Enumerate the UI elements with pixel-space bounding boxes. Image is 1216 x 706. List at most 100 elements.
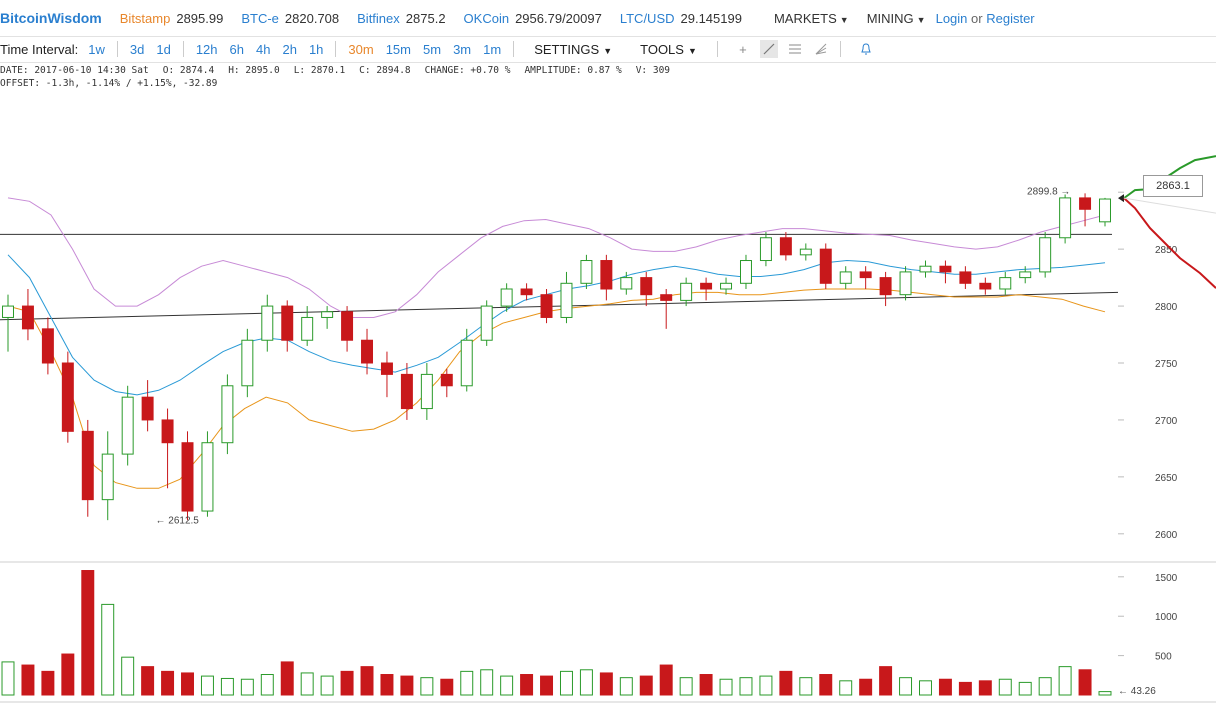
candle-body bbox=[739, 260, 752, 284]
volume-bar bbox=[938, 678, 952, 696]
interval-4h[interactable]: 4h bbox=[256, 41, 271, 57]
candle-body bbox=[61, 362, 74, 432]
info-amplitude: AMPLITUDE: 0.87 % bbox=[524, 65, 622, 76]
candle-body bbox=[221, 385, 234, 444]
market-price: 2820.708 bbox=[284, 10, 340, 26]
volume-bar bbox=[61, 653, 75, 696]
volume-bar bbox=[699, 674, 713, 696]
or-text: or bbox=[971, 10, 983, 26]
volume-bar bbox=[739, 677, 753, 696]
interval-3m[interactable]: 3m bbox=[453, 41, 472, 57]
interval-5m[interactable]: 5m bbox=[423, 41, 442, 57]
interval-2h[interactable]: 2h bbox=[282, 41, 297, 57]
interval-1m[interactable]: 1m bbox=[483, 41, 502, 57]
info-low: L: 2870.1 bbox=[293, 65, 346, 76]
info-volume: V: 309 bbox=[635, 65, 671, 76]
top-navigation-bar: BitcoinWisdom Bitstamp 2895.99 BTC-e 2820.… bbox=[0, 0, 1216, 37]
interval-30m[interactable]: 30m bbox=[348, 41, 374, 57]
site-logo[interactable]: BitcoinWisdom bbox=[0, 10, 102, 26]
market-name: Bitfinex bbox=[357, 10, 400, 26]
candle-body bbox=[141, 396, 154, 421]
candle-body bbox=[600, 260, 613, 290]
candle-body bbox=[241, 339, 254, 387]
tools-dropdown[interactable]: TOOLS ▼ bbox=[640, 42, 697, 57]
candle-info-panel: DATE: 2017-06-10 14:30 Sat O: 2874.4 H: 28… bbox=[0, 64, 684, 90]
markets-menu[interactable]: MARKETS ▼ bbox=[774, 11, 849, 26]
toolbar-separator bbox=[839, 41, 841, 57]
candle-body bbox=[361, 339, 374, 364]
interval-1h[interactable]: 1h bbox=[308, 41, 324, 57]
price-axis-label: 2850 bbox=[1155, 245, 1178, 256]
candle-body bbox=[500, 288, 513, 307]
candle-body bbox=[1019, 271, 1032, 279]
candle-body bbox=[959, 271, 972, 284]
interval-3d[interactable]: 3d bbox=[129, 41, 145, 57]
volume-bar bbox=[859, 678, 873, 696]
mining-menu-label: MINING bbox=[866, 10, 914, 26]
login-link[interactable]: Login bbox=[935, 10, 968, 26]
interval-12h[interactable]: 12h bbox=[195, 41, 218, 57]
volume-bar bbox=[520, 674, 534, 696]
volume-bar bbox=[320, 675, 334, 696]
candle-body bbox=[700, 282, 713, 290]
market-okcoin[interactable]: OKCoin 2956.79/20097 bbox=[464, 11, 602, 26]
volume-bar bbox=[161, 670, 175, 696]
candle-body bbox=[380, 362, 393, 375]
volume-bar bbox=[1098, 691, 1112, 696]
market-price: 2956.79/20097 bbox=[515, 10, 602, 26]
market-bitfinex[interactable]: Bitfinex 2875.2 bbox=[357, 11, 445, 26]
candle-body bbox=[1059, 197, 1072, 239]
volume-bar bbox=[958, 681, 972, 696]
toolbar-separator bbox=[116, 41, 118, 57]
interval-15m[interactable]: 15m bbox=[385, 41, 411, 57]
candle-body bbox=[580, 260, 593, 284]
candle-body bbox=[1079, 197, 1092, 210]
caret-down-icon: ▼ bbox=[603, 45, 613, 56]
toolbar-separator bbox=[182, 41, 184, 57]
volume-bar bbox=[480, 669, 494, 696]
volume-bar bbox=[819, 674, 833, 696]
candle-body bbox=[520, 288, 533, 296]
market-btce[interactable]: BTC-e 2820.708 bbox=[241, 11, 339, 26]
line-tool-icon[interactable] bbox=[759, 40, 778, 58]
fan-tool-icon[interactable] bbox=[812, 40, 830, 58]
market-name: BTC-e bbox=[241, 10, 279, 26]
candle-body bbox=[759, 237, 772, 262]
candle-body bbox=[181, 442, 194, 512]
market-name: OKCoin bbox=[463, 10, 510, 26]
bell-icon[interactable] bbox=[857, 40, 875, 58]
volume-bar bbox=[540, 675, 554, 696]
candle-body bbox=[879, 277, 892, 296]
candle-body bbox=[540, 294, 553, 318]
candle-body bbox=[1099, 198, 1111, 223]
volume-bar bbox=[919, 680, 932, 696]
sloped-trend-line bbox=[0, 291, 1119, 321]
candle-body bbox=[21, 305, 34, 330]
candle-body bbox=[321, 311, 334, 318]
candle-body bbox=[420, 373, 433, 410]
info-change: CHANGE: +0.70 % bbox=[424, 65, 511, 76]
candle-body bbox=[460, 339, 473, 387]
volume-bar bbox=[1058, 666, 1072, 696]
interval-1d[interactable]: 1d bbox=[156, 41, 171, 57]
crosshair-tool-icon[interactable]: + bbox=[739, 41, 747, 57]
volume-bar bbox=[81, 570, 95, 696]
market-price: 2895.99 bbox=[176, 10, 224, 26]
mining-menu[interactable]: MINING ▼ bbox=[867, 11, 926, 26]
lower-band-line bbox=[7, 288, 1106, 489]
high-price-marker: 2899.8 → bbox=[1027, 186, 1070, 197]
interval-1w[interactable]: 1w bbox=[88, 41, 105, 57]
horizontal-lines-tool-icon[interactable] bbox=[786, 40, 804, 58]
market-bitstamp[interactable]: Bitstamp 2895.99 bbox=[120, 11, 224, 26]
volume-bar bbox=[978, 680, 992, 696]
settings-dropdown[interactable]: SETTINGS ▼ bbox=[534, 42, 612, 57]
volume-bar bbox=[659, 664, 673, 696]
register-link[interactable]: Register bbox=[986, 10, 1035, 26]
volume-bar bbox=[679, 677, 693, 696]
market-ltcusd[interactable]: LTC/USD 29.145199 bbox=[620, 11, 742, 26]
volume-bar bbox=[759, 675, 773, 696]
candle-body bbox=[301, 316, 314, 341]
market-name: LTC/USD bbox=[619, 10, 675, 26]
interval-6h[interactable]: 6h bbox=[229, 41, 244, 57]
